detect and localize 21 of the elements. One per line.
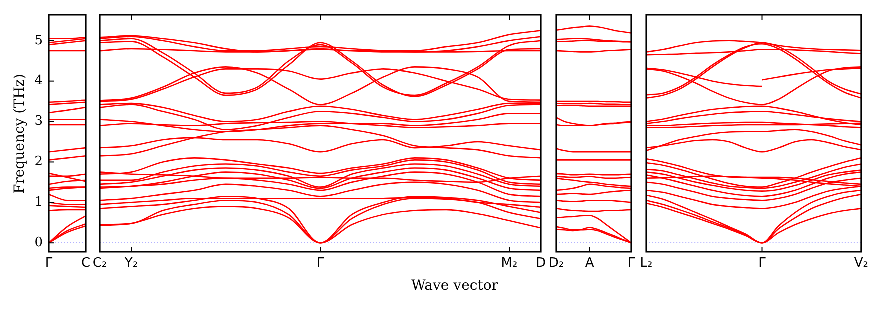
x-tick-label: D	[536, 256, 546, 272]
x-tick-label: Γ	[316, 256, 325, 272]
x-tick-label: A	[584, 256, 594, 272]
x-tick-label: M₂	[501, 256, 518, 272]
x-tick-label: C₂	[92, 256, 108, 272]
x-axis-title: Wave vector	[412, 278, 498, 294]
x-tick-label: C	[81, 256, 91, 272]
y-axis-title: Frequency (THz)	[12, 73, 28, 194]
x-tick-label: L₂	[640, 256, 652, 272]
y-tick-label: 2	[34, 154, 43, 170]
x-tick-label: V₂	[854, 256, 868, 272]
y-tick-label: 5	[34, 33, 43, 48]
x-tick-label: Y₂	[124, 256, 138, 272]
x-tick-label: Γ	[627, 256, 636, 272]
y-tick-label: 0	[34, 235, 43, 250]
y-tick-label: 1	[34, 195, 43, 210]
y-tick-label: 3	[34, 114, 43, 130]
x-tick-label: Γ	[45, 256, 54, 272]
x-tick-label: D₂	[548, 256, 564, 272]
y-tick-label: 4	[34, 74, 43, 89]
x-tick-label: Γ	[758, 256, 766, 272]
